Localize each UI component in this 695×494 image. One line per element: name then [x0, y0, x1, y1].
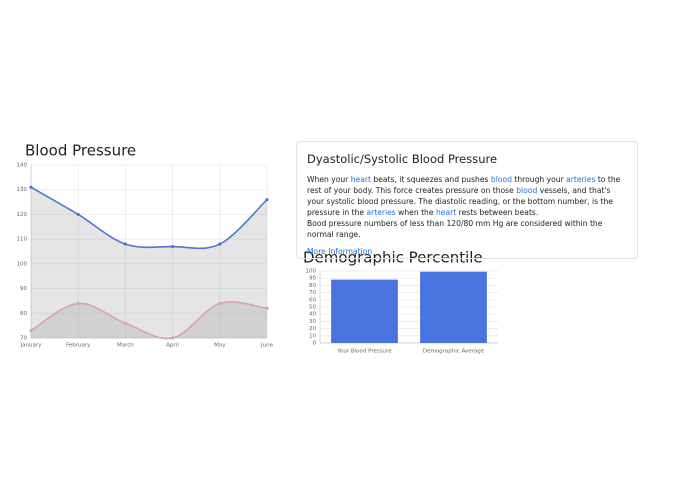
y-tick-label: 0 [313, 341, 317, 347]
point [123, 321, 127, 325]
point [29, 185, 33, 189]
x-tick-label: Demographic Average [423, 349, 485, 355]
point [171, 336, 175, 340]
y-tick-label: 90 [309, 276, 316, 282]
y-tick-label: 10 [309, 333, 316, 339]
inline-link[interactable]: blood [490, 175, 512, 184]
x-tick-label: March [117, 343, 134, 349]
text-span: through your [511, 175, 567, 184]
chart-title: Demographic Percentile [303, 249, 483, 267]
point [218, 242, 222, 246]
text-span: Bood pressure numbers of less than 120/8… [307, 219, 603, 239]
y-tick-label: 100 [306, 269, 317, 275]
y-tick-label: 20 [309, 326, 316, 332]
x-tick-label: Your Blood Pressure [336, 349, 392, 355]
y-tick-label: 70 [20, 336, 27, 342]
point [171, 244, 175, 249]
x-tick-label: June [260, 343, 274, 349]
point [76, 212, 80, 217]
line [30, 186, 268, 250]
x-tick-label: April [166, 343, 179, 349]
y-tick-label: 60 [309, 297, 316, 303]
y-tick-label: 110 [17, 237, 28, 243]
card-body: When your heart beats, it squeezes and p… [307, 174, 627, 240]
x-tick-label: February [66, 343, 91, 349]
bar [331, 279, 398, 343]
text-span: rests between beats. [456, 208, 539, 217]
text-span: beats, it squeezes and pushes [370, 175, 491, 184]
y-tick-label: 120 [17, 212, 28, 218]
x-tick-label: May [214, 343, 226, 349]
area [31, 187, 267, 338]
y-tick-label: 50 [309, 305, 316, 311]
point [76, 301, 80, 305]
point [265, 198, 269, 202]
y-tick-label: 140 [17, 163, 28, 169]
text-span: When your [307, 175, 351, 184]
more-link[interactable]: More Information [307, 247, 373, 256]
y-tick-label: 80 [309, 283, 316, 289]
y-tick-label: 70 [309, 290, 316, 296]
card-title: Dyastolic/Systolic Blood Pressure [307, 152, 498, 166]
y-tick-label: 100 [17, 261, 28, 267]
inline-link[interactable]: arteries [366, 208, 396, 217]
inline-link[interactable]: arteries [566, 175, 596, 184]
inline-link[interactable]: heart [435, 208, 457, 217]
chart-title: Blood Pressure [25, 142, 136, 160]
bar [420, 271, 487, 343]
text-span: when the [395, 208, 436, 217]
text-span: vessels, and that's your systolic blood … [307, 186, 613, 217]
y-tick-label: 80 [20, 311, 27, 317]
point [29, 328, 33, 333]
point [123, 242, 127, 246]
point [265, 306, 269, 310]
y-tick-label: 30 [309, 319, 316, 325]
y-tick-label: 40 [309, 312, 316, 318]
x-tick-label: January [20, 343, 43, 349]
inline-link[interactable]: heart [350, 175, 371, 184]
y-tick-label: 130 [17, 187, 28, 193]
point [218, 301, 222, 305]
inline-link[interactable]: blood [516, 186, 538, 195]
line [30, 301, 268, 340]
y-tick-label: 90 [20, 286, 27, 292]
card-paragraph: When your heart beats, it squeezes and p… [307, 174, 627, 218]
card-paragraph: Bood pressure numbers of less than 120/8… [307, 218, 627, 240]
info-card: Dyastolic/Systolic Blood Pressure When y… [296, 141, 638, 259]
text-span: to the rest of your body. This force cre… [307, 175, 621, 195]
